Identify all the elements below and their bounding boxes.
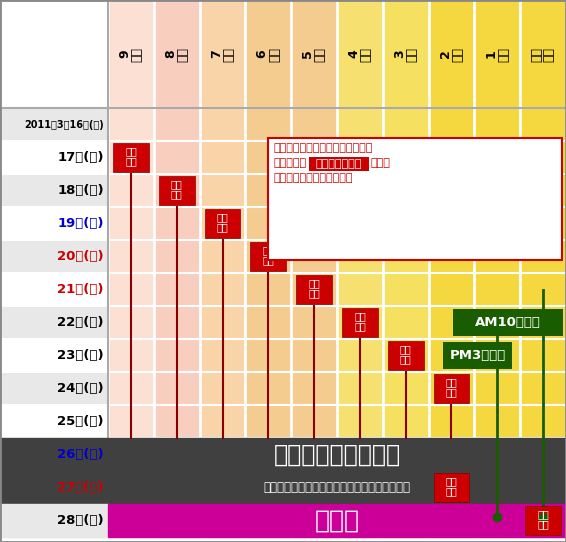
Text: 20日(日): 20日(日): [57, 250, 104, 263]
Text: す。ご留意くださいませ。: す。ご留意くださいませ。: [273, 173, 353, 183]
Text: 18日(金): 18日(金): [57, 184, 104, 197]
Bar: [0, 438, 108, 471]
Bar: [205, 209, 241, 238]
Text: 28日(月): 28日(月): [57, 514, 104, 527]
Bar: [0, 405, 108, 438]
Text: 1
営業: 1 営業: [484, 47, 510, 61]
Bar: [0, 504, 108, 537]
Text: AM10時まで: AM10時まで: [475, 316, 541, 329]
Text: 5
営業: 5 営業: [301, 47, 327, 61]
Text: 受付
締切: 受付 締切: [537, 509, 549, 530]
Text: 納期が原則: 納期が原則: [273, 158, 306, 169]
Text: 受付
締切: 受付 締切: [445, 377, 457, 397]
Bar: [159, 176, 195, 205]
Text: 受付
締切: 受付 締切: [125, 146, 137, 166]
Text: 受付
締切: 受付 締切: [217, 212, 228, 233]
Text: 21日(月): 21日(月): [58, 283, 104, 296]
Bar: [246, 0, 291, 537]
Text: 受付
締切: 受付 締切: [354, 312, 366, 332]
Bar: [0, 207, 108, 240]
Bar: [291, 0, 337, 537]
Text: 26日(土): 26日(土): [57, 448, 104, 461]
Text: 2
営業: 2 営業: [439, 47, 464, 61]
Text: 受付
締切: 受付 締切: [263, 246, 274, 266]
Text: 受付
締切: 受付 締切: [445, 476, 457, 496]
Bar: [383, 0, 428, 537]
Text: 22日(火): 22日(火): [58, 316, 104, 329]
Bar: [250, 242, 286, 270]
Text: 17日(木): 17日(木): [58, 151, 104, 164]
Bar: [200, 0, 246, 537]
Bar: [0, 240, 108, 273]
Text: 受付
締切: 受付 締切: [171, 179, 183, 199]
Bar: [0, 306, 108, 339]
Text: 受付
締切: 受付 締切: [308, 279, 320, 299]
Text: １営業日プラス: １営業日プラス: [316, 159, 362, 169]
Bar: [0, 471, 566, 504]
Bar: [0, 273, 108, 306]
Bar: [0, 372, 108, 405]
Bar: [0, 141, 108, 174]
Bar: [474, 0, 520, 537]
Bar: [0, 438, 566, 471]
Bar: [108, 0, 154, 537]
Bar: [434, 375, 469, 403]
Text: 27日(日): 27日(日): [58, 481, 104, 494]
Bar: [0, 504, 108, 537]
Text: 25日(金): 25日(金): [58, 415, 104, 428]
Text: PM3時まで: PM3時まで: [449, 349, 505, 362]
Bar: [108, 504, 566, 537]
Bar: [0, 174, 108, 207]
Bar: [0, 339, 108, 372]
Bar: [113, 143, 149, 172]
Text: 商品の発送・納期カウントは行っておりません: 商品の発送・納期カウントは行っておりません: [264, 481, 410, 494]
Bar: [0, 471, 108, 504]
Text: されま: されま: [371, 158, 391, 169]
Text: ご注文・ご入稿のみ: ご注文・ご入稿のみ: [273, 442, 401, 467]
Text: 2011年3月16日(水): 2011年3月16日(水): [24, 119, 104, 130]
Bar: [434, 473, 469, 502]
Text: 加工オプションをご利用の際は、: 加工オプションをご利用の際は、: [273, 144, 372, 153]
Bar: [0, 108, 108, 141]
Bar: [337, 0, 383, 537]
Text: 24日(木): 24日(木): [57, 382, 104, 395]
Bar: [520, 0, 566, 537]
Bar: [452, 309, 563, 336]
Bar: [428, 0, 474, 537]
Bar: [443, 342, 512, 369]
Text: 3
営業: 3 営業: [393, 47, 418, 61]
Text: 当日
発送: 当日 発送: [530, 47, 556, 61]
Text: 19日(土): 19日(土): [58, 217, 104, 230]
Text: 8
営業: 8 営業: [164, 47, 190, 61]
Text: 7
営業: 7 営業: [210, 47, 235, 61]
Bar: [388, 341, 423, 370]
Bar: [154, 0, 200, 537]
Text: 9
営業: 9 営業: [118, 47, 144, 61]
Text: 受付
締切: 受付 締切: [400, 345, 411, 365]
Text: 6
営業: 6 営業: [256, 47, 281, 61]
Bar: [296, 275, 332, 304]
Text: 発送日: 発送日: [315, 508, 359, 532]
Bar: [342, 308, 378, 337]
Bar: [268, 138, 562, 261]
Text: 23日(水): 23日(水): [57, 349, 104, 362]
Bar: [309, 157, 369, 171]
Text: 4
営業: 4 営業: [347, 47, 372, 61]
Bar: [525, 506, 561, 535]
